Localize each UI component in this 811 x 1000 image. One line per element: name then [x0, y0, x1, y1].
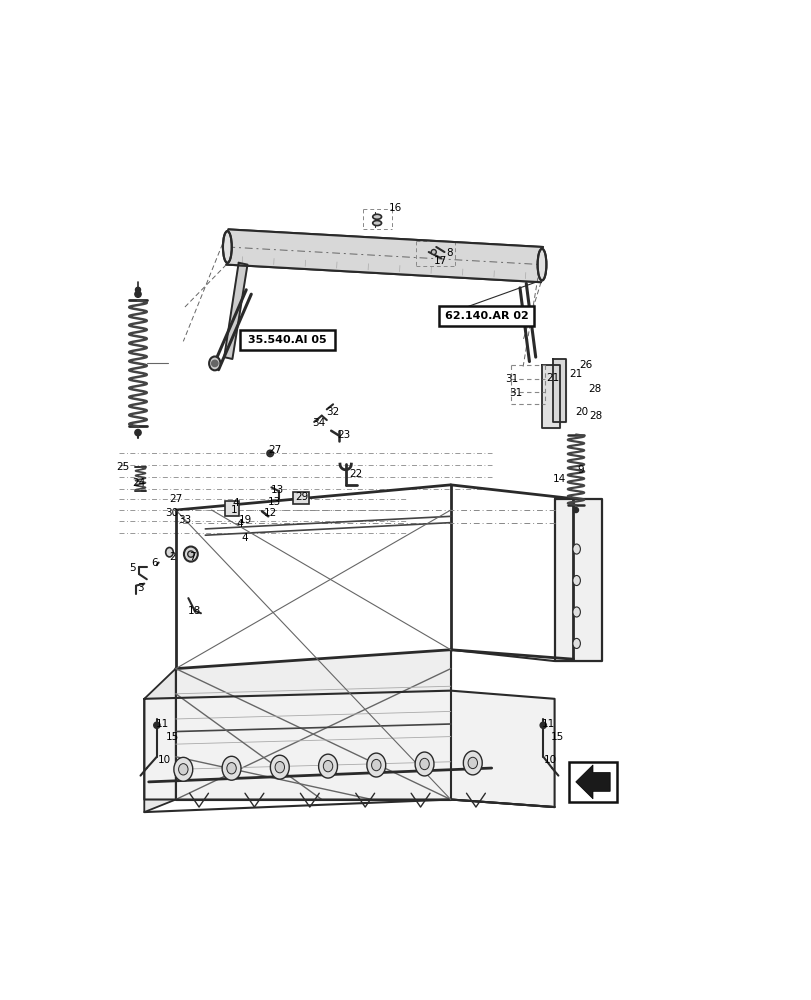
Text: 31: 31	[508, 388, 521, 398]
Text: 20: 20	[575, 407, 588, 417]
Ellipse shape	[165, 547, 173, 557]
Ellipse shape	[419, 758, 429, 770]
Ellipse shape	[209, 356, 220, 370]
Text: 5: 5	[130, 563, 136, 573]
Text: 6: 6	[152, 558, 158, 568]
Polygon shape	[224, 263, 247, 359]
Ellipse shape	[187, 551, 194, 557]
Text: 1: 1	[230, 505, 237, 515]
Text: 31: 31	[504, 374, 517, 384]
Ellipse shape	[467, 757, 477, 769]
Ellipse shape	[222, 756, 241, 780]
Polygon shape	[144, 691, 554, 807]
Circle shape	[135, 429, 141, 436]
Text: 30: 30	[165, 508, 178, 518]
Circle shape	[268, 452, 272, 455]
Text: 8: 8	[445, 248, 453, 258]
Circle shape	[212, 360, 217, 367]
Text: 28: 28	[587, 384, 601, 394]
Text: 22: 22	[349, 469, 362, 479]
Ellipse shape	[267, 450, 273, 457]
FancyBboxPatch shape	[293, 492, 309, 504]
Polygon shape	[226, 229, 543, 282]
Ellipse shape	[323, 760, 333, 772]
Text: 23: 23	[337, 430, 350, 440]
Text: 28: 28	[588, 411, 602, 421]
Text: 4: 4	[236, 519, 243, 529]
Text: 9: 9	[577, 465, 584, 475]
Circle shape	[135, 287, 140, 292]
FancyBboxPatch shape	[225, 501, 238, 516]
Text: 18: 18	[188, 606, 201, 616]
Text: 3: 3	[137, 583, 144, 593]
Text: 11: 11	[541, 719, 554, 729]
Ellipse shape	[572, 607, 580, 617]
Text: 10: 10	[543, 755, 556, 765]
Polygon shape	[144, 669, 175, 812]
Text: 7: 7	[189, 552, 195, 562]
Ellipse shape	[318, 754, 337, 778]
Text: 4: 4	[232, 498, 238, 508]
Ellipse shape	[223, 231, 231, 263]
Text: 13: 13	[271, 485, 284, 495]
Ellipse shape	[572, 575, 580, 586]
Ellipse shape	[572, 544, 580, 554]
Text: 24: 24	[132, 478, 146, 488]
Text: 2: 2	[169, 552, 176, 562]
Circle shape	[153, 722, 160, 728]
Ellipse shape	[174, 757, 192, 781]
Text: 27: 27	[169, 494, 182, 504]
Text: 15: 15	[550, 732, 563, 742]
Ellipse shape	[431, 250, 436, 255]
Text: 16: 16	[388, 203, 401, 213]
Ellipse shape	[371, 759, 380, 771]
Text: 25: 25	[116, 462, 130, 472]
Text: 10: 10	[157, 755, 171, 765]
Text: 26: 26	[579, 360, 592, 370]
Text: 33: 33	[178, 515, 191, 525]
Ellipse shape	[367, 753, 385, 777]
Text: 32: 32	[326, 407, 339, 417]
Text: 15: 15	[165, 732, 178, 742]
Ellipse shape	[226, 763, 236, 774]
Polygon shape	[552, 359, 565, 422]
Ellipse shape	[414, 752, 433, 776]
Ellipse shape	[270, 755, 289, 779]
Text: 21: 21	[569, 369, 582, 379]
Ellipse shape	[572, 638, 580, 648]
Text: 27: 27	[268, 445, 281, 455]
Ellipse shape	[537, 249, 546, 280]
Text: 29: 29	[294, 492, 308, 502]
FancyBboxPatch shape	[439, 306, 534, 326]
Ellipse shape	[275, 762, 284, 773]
Text: 35.540.AI 05: 35.540.AI 05	[247, 335, 326, 345]
Ellipse shape	[463, 751, 482, 775]
Polygon shape	[554, 499, 601, 661]
Text: 19: 19	[238, 515, 251, 525]
Ellipse shape	[372, 221, 381, 226]
Ellipse shape	[372, 214, 381, 219]
Text: 13: 13	[268, 497, 281, 507]
Circle shape	[539, 722, 546, 728]
Text: 34: 34	[312, 418, 325, 428]
Circle shape	[135, 291, 141, 297]
Text: 62.140.AR 02: 62.140.AR 02	[444, 311, 528, 321]
Text: 21: 21	[546, 373, 560, 383]
Text: 17: 17	[433, 256, 446, 266]
Ellipse shape	[178, 764, 188, 775]
FancyBboxPatch shape	[569, 762, 616, 802]
Text: 14: 14	[552, 474, 565, 484]
Polygon shape	[542, 365, 559, 428]
Text: 11: 11	[156, 719, 169, 729]
Polygon shape	[175, 650, 450, 800]
Ellipse shape	[184, 547, 198, 562]
Polygon shape	[575, 765, 609, 799]
FancyBboxPatch shape	[239, 330, 334, 350]
Text: 4: 4	[242, 533, 248, 543]
Text: 12: 12	[264, 508, 277, 518]
Circle shape	[573, 508, 577, 513]
